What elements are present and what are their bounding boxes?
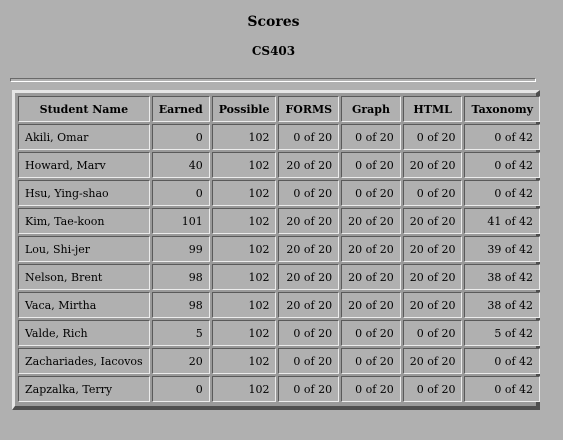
cell-possible: 102 <box>211 264 277 290</box>
cell-possible: 102 <box>211 236 277 262</box>
cell-student-name: Nelson, Brent <box>18 264 150 290</box>
cell-taxonomy: 0 of 42 <box>464 348 541 374</box>
cell-taxonomy: 38 of 42 <box>464 264 541 290</box>
cell-forms: 0 of 20 <box>278 180 340 206</box>
cell-student-name: Vaca, Mirtha <box>18 292 150 318</box>
cell-possible: 102 <box>211 180 277 206</box>
cell-html: 20 of 20 <box>402 264 463 290</box>
column-header-forms: FORMS <box>278 96 340 122</box>
cell-forms: 20 of 20 <box>278 236 340 262</box>
cell-taxonomy: 5 of 42 <box>464 320 541 346</box>
cell-html: 0 of 20 <box>402 180 463 206</box>
cell-earned: 5 <box>151 320 210 346</box>
cell-graph: 0 of 20 <box>341 376 401 402</box>
cell-earned: 40 <box>151 152 210 178</box>
cell-graph: 0 of 20 <box>341 180 401 206</box>
cell-taxonomy: 39 of 42 <box>464 236 541 262</box>
cell-earned: 99 <box>151 236 210 262</box>
cell-forms: 0 of 20 <box>278 320 340 346</box>
cell-graph: 20 of 20 <box>341 236 401 262</box>
table-header-row: Student Name Earned Possible FORMS Graph… <box>18 96 541 122</box>
cell-student-name: Zapzalka, Terry <box>18 376 150 402</box>
cell-graph: 20 of 20 <box>341 208 401 234</box>
cell-taxonomy: 0 of 42 <box>464 180 541 206</box>
table-row: Hsu, Ying-shao 0 102 0 of 20 0 of 20 0 of 20 0… <box>18 180 541 206</box>
cell-html: 20 of 20 <box>402 152 463 178</box>
cell-possible: 102 <box>211 124 277 150</box>
table-body: Akili, Omar 0 102 0 of 20 0 of 20 0 of 20 0 of… <box>18 124 541 402</box>
cell-earned: 0 <box>151 180 210 206</box>
cell-possible: 102 <box>211 292 277 318</box>
table-row: Zachariades, Iacovos 20 102 0 of 20 0 of 20 2… <box>18 348 541 374</box>
cell-graph: 0 of 20 <box>341 320 401 346</box>
cell-taxonomy: 41 of 42 <box>464 208 541 234</box>
column-header-possible: Possible <box>211 96 277 122</box>
cell-html: 0 of 20 <box>402 376 463 402</box>
table-row: Howard, Marv 40 102 20 of 20 0 of 20 20 of 20… <box>18 152 541 178</box>
horizontal-rule <box>10 78 536 82</box>
column-header-earned: Earned <box>151 96 210 122</box>
cell-html: 0 of 20 <box>402 320 463 346</box>
cell-forms: 0 of 20 <box>278 376 340 402</box>
cell-student-name: Howard, Marv <box>18 152 150 178</box>
cell-taxonomy: 0 of 42 <box>464 152 541 178</box>
table-row: Akili, Omar 0 102 0 of 20 0 of 20 0 of 20 0 of… <box>18 124 541 150</box>
cell-earned: 98 <box>151 264 210 290</box>
column-header-graph: Graph <box>341 96 401 122</box>
column-header-student-name: Student Name <box>18 96 150 122</box>
cell-graph: 0 of 20 <box>341 348 401 374</box>
cell-html: 20 of 20 <box>402 348 463 374</box>
cell-forms: 20 of 20 <box>278 264 340 290</box>
cell-html: 20 of 20 <box>402 236 463 262</box>
page-title: Scores <box>247 14 300 30</box>
cell-forms: 0 of 20 <box>278 124 340 150</box>
cell-html: 0 of 20 <box>402 124 463 150</box>
cell-student-name: Kim, Tae-koon <box>18 208 150 234</box>
table-row: Vaca, Mirtha 98 102 20 of 20 20 of 20 20 of 2… <box>18 292 541 318</box>
cell-forms: 20 of 20 <box>278 292 340 318</box>
cell-taxonomy: 38 of 42 <box>464 292 541 318</box>
table-row: Lou, Shi-jer 99 102 20 of 20 20 of 20 20 of 2… <box>18 236 541 262</box>
cell-graph: 0 of 20 <box>341 124 401 150</box>
cell-possible: 102 <box>211 152 277 178</box>
column-header-taxonomy: Taxonomy <box>464 96 541 122</box>
cell-graph: 20 of 20 <box>341 264 401 290</box>
cell-html: 20 of 20 <box>402 292 463 318</box>
scores-table: Student Name Earned Possible FORMS Graph… <box>16 94 542 404</box>
cell-student-name: Zachariades, Iacovos <box>18 348 150 374</box>
cell-earned: 0 <box>151 376 210 402</box>
cell-possible: 102 <box>211 348 277 374</box>
cell-forms: 0 of 20 <box>278 348 340 374</box>
cell-student-name: Akili, Omar <box>18 124 150 150</box>
cell-earned: 20 <box>151 348 210 374</box>
cell-student-name: Valde, Rich <box>18 320 150 346</box>
cell-earned: 101 <box>151 208 210 234</box>
cell-taxonomy: 0 of 42 <box>464 124 541 150</box>
cell-graph: 0 of 20 <box>341 152 401 178</box>
cell-forms: 20 of 20 <box>278 208 340 234</box>
cell-html: 20 of 20 <box>402 208 463 234</box>
table-row: Kim, Tae-koon 101 102 20 of 20 20 of 20 20 of… <box>18 208 541 234</box>
cell-earned: 0 <box>151 124 210 150</box>
cell-graph: 20 of 20 <box>341 292 401 318</box>
column-header-html: HTML <box>402 96 463 122</box>
cell-possible: 102 <box>211 320 277 346</box>
course-code: CS403 <box>251 44 296 58</box>
cell-possible: 102 <box>211 376 277 402</box>
cell-student-name: Lou, Shi-jer <box>18 236 150 262</box>
scores-table-frame: Student Name Earned Possible FORMS Graph… <box>12 90 542 410</box>
cell-student-name: Hsu, Ying-shao <box>18 180 150 206</box>
cell-possible: 102 <box>211 208 277 234</box>
table-row: Valde, Rich 5 102 0 of 20 0 of 20 0 of 20 5 of… <box>18 320 541 346</box>
cell-taxonomy: 0 of 42 <box>464 376 541 402</box>
table-row: Nelson, Brent 98 102 20 of 20 20 of 20 20 of … <box>18 264 541 290</box>
cell-earned: 98 <box>151 292 210 318</box>
cell-forms: 20 of 20 <box>278 152 340 178</box>
table-row: Zapzalka, Terry 0 102 0 of 20 0 of 20 0 of 20… <box>18 376 541 402</box>
